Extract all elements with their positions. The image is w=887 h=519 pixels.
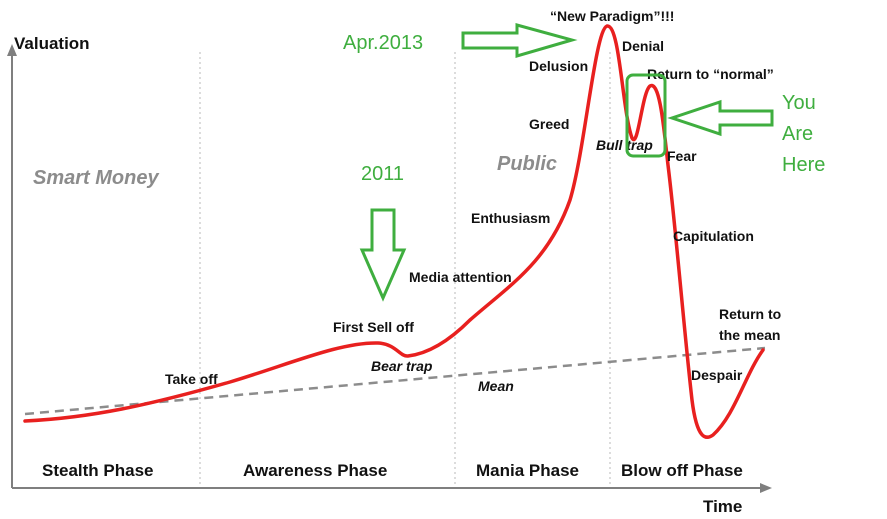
media-attention-label: Media attention — [409, 269, 512, 285]
despair-label: Despair — [691, 367, 743, 383]
phase-label-stealth: Stealth Phase — [42, 461, 154, 480]
y-axis-arrow — [7, 44, 17, 56]
y-axis-title: Valuation — [14, 34, 90, 53]
return-to-normal-label: Return to “normal” — [647, 66, 774, 82]
you-are-here-highlight-box — [625, 73, 667, 158]
phase-label-mania: Mania Phase — [476, 461, 579, 480]
phase-label-awareness: Awareness Phase — [243, 461, 387, 480]
bull-trap-label: Bull trap — [596, 137, 653, 153]
annotation-are: Are — [782, 123, 813, 145]
public-label: Public — [497, 153, 557, 175]
bear-trap-label: Bear trap — [371, 358, 433, 374]
right-arrow-icon — [461, 23, 578, 58]
annotation-you: You — [782, 92, 816, 114]
x-axis-title: Time — [703, 497, 742, 516]
annotation-apr-2013: Apr.2013 — [343, 32, 423, 54]
first-sell-off-label: First Sell off — [333, 319, 414, 335]
greed-label: Greed — [529, 116, 569, 132]
smart-money-label: Smart Money — [33, 167, 159, 189]
capitulation-label: Capitulation — [673, 228, 754, 244]
mean-label: Mean — [478, 378, 514, 394]
return-to-mean-label-line2: the mean — [719, 327, 780, 343]
annotation-2011: 2011 — [361, 163, 404, 185]
down-arrow-icon — [359, 208, 407, 302]
x-axis-arrow — [760, 483, 772, 493]
take-off-label: Take off — [165, 371, 218, 387]
fear-label: Fear — [667, 148, 697, 164]
return-to-mean-label-line1: Return to — [719, 306, 781, 322]
enthusiasm-label: Enthusiasm — [471, 210, 550, 226]
denial-label: Denial — [622, 38, 664, 54]
valuation-curve — [23, 24, 765, 439]
phase-label-blow-off: Blow off Phase — [621, 461, 743, 480]
annotation-here: Here — [782, 154, 825, 176]
new-paradigm-label: “New Paradigm”!!! — [550, 8, 674, 24]
left-arrow-icon — [667, 99, 774, 137]
delusion-label: Delusion — [529, 58, 588, 74]
